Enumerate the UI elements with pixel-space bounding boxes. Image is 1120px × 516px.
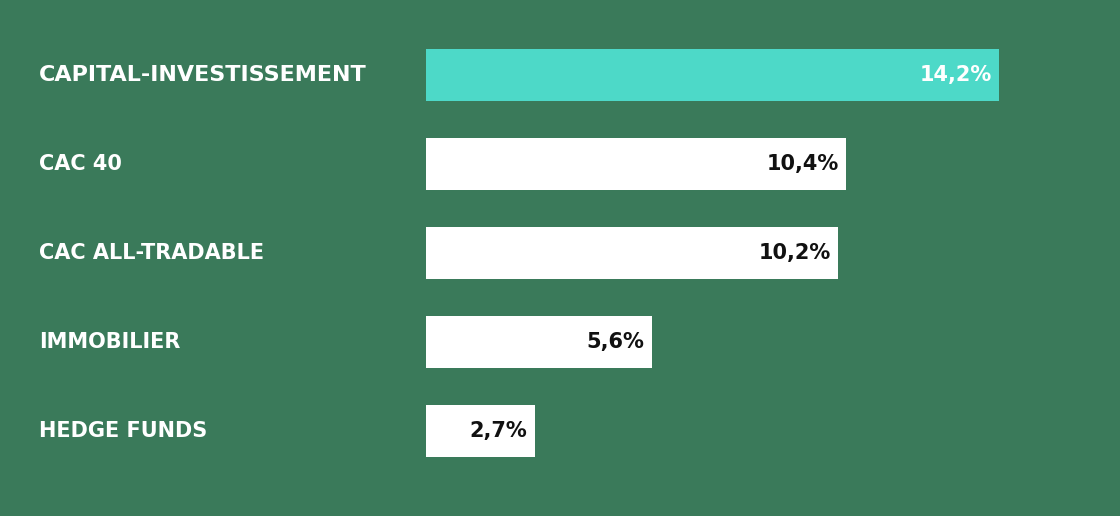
Bar bbox=[426, 405, 534, 457]
Text: 14,2%: 14,2% bbox=[920, 65, 992, 85]
Bar bbox=[426, 227, 838, 279]
Text: 2,7%: 2,7% bbox=[469, 421, 528, 441]
Text: CAC 40: CAC 40 bbox=[39, 154, 122, 174]
Text: 10,2%: 10,2% bbox=[758, 243, 830, 263]
Bar bbox=[426, 138, 846, 189]
Bar bbox=[426, 316, 652, 368]
Text: 10,4%: 10,4% bbox=[766, 154, 839, 174]
Bar bbox=[426, 49, 999, 101]
Text: CAC ALL-TRADABLE: CAC ALL-TRADABLE bbox=[39, 243, 264, 263]
Text: IMMOBILIER: IMMOBILIER bbox=[39, 332, 180, 352]
Text: HEDGE FUNDS: HEDGE FUNDS bbox=[39, 421, 207, 441]
Text: 5,6%: 5,6% bbox=[587, 332, 645, 352]
Text: CAPITAL-INVESTISSEMENT: CAPITAL-INVESTISSEMENT bbox=[39, 65, 367, 85]
